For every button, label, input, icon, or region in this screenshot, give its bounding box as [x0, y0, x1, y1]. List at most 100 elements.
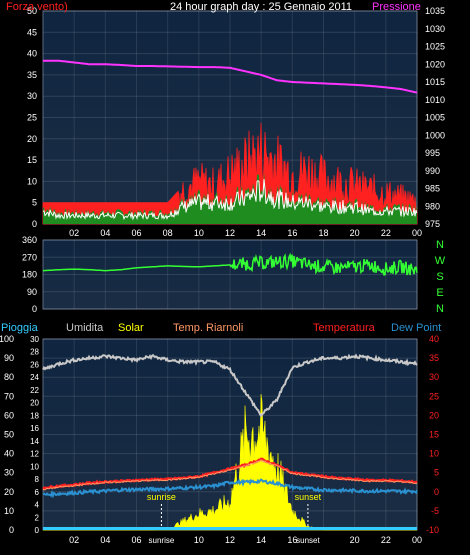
temperature-tick-label: -5	[431, 506, 439, 516]
pressure-tick-label: 1020	[425, 59, 445, 69]
humidity-tick-label: 10	[4, 506, 14, 516]
legend-humidity: Umidita	[66, 322, 104, 334]
humidity-tick-label: 20	[4, 487, 14, 497]
pressure-tick-label: 1015	[425, 77, 445, 87]
wind-tick-label: 25	[27, 113, 37, 123]
time-tick-label: 20	[350, 228, 360, 238]
humidity-tick-label: 30	[4, 468, 14, 478]
rain-tick-label: 12	[30, 450, 39, 459]
legend-dewpoint: Dew Point	[391, 322, 441, 334]
pressure-series	[43, 59, 418, 94]
rain-tick-label: 10	[30, 462, 39, 471]
rain-tick-label: 20	[30, 399, 39, 408]
wind-direction-series	[42, 252, 418, 276]
pressure-tick-label: 1005	[425, 113, 445, 123]
pressure-tick-label: 980	[425, 201, 440, 211]
dewpoint-series	[42, 478, 418, 499]
wind-tick-label: 0	[32, 219, 37, 229]
rain-tick-label: 26	[30, 360, 39, 369]
legend-rain: Pioggia	[1, 322, 39, 334]
pressure-axis-title: Pressione	[372, 1, 421, 13]
rain-tick-label: 30	[30, 335, 39, 344]
time-tick-label: 20	[350, 535, 360, 545]
pressure-tick-label: 1010	[425, 95, 445, 105]
wind-tick-label: 35	[27, 70, 37, 80]
pressure-tick-label: 1030	[425, 24, 445, 34]
rain-tick-label: 8	[35, 475, 40, 484]
humidity-tick-label: 80	[4, 372, 14, 382]
time-tick-label: 10	[194, 535, 204, 545]
legend-heat-index: Temp. Riarnoli	[173, 322, 243, 334]
humidity-series	[42, 353, 418, 418]
wind-tick-label: 50	[27, 6, 37, 16]
page-title: 24 hour graph day : 25 Gennaio 2011	[170, 1, 352, 13]
humidity-tick-label: 70	[4, 391, 14, 401]
compass-letter: S	[436, 271, 443, 283]
direction-tick-label: 360	[22, 235, 37, 245]
time-tick-label: 10	[194, 228, 204, 238]
direction-tick-label: 180	[22, 270, 37, 280]
time-tick-label: 08	[163, 228, 173, 238]
temperature-tick-label: -10	[426, 525, 439, 535]
wind-tick-label: 5	[32, 198, 37, 208]
compass-letter: W	[435, 255, 446, 267]
wind-axis-title: Forza vento)	[6, 1, 68, 13]
wind-tick-label: 40	[27, 49, 37, 59]
time-tick-label: 00	[412, 535, 422, 545]
rain-tick-label: 0	[35, 526, 40, 535]
sunrise-axis-label: sunrise	[149, 536, 175, 545]
pressure-tick-label: 1025	[425, 42, 445, 52]
time-tick-label: 06	[131, 228, 141, 238]
wind-pressure-panel: 0510152025303540455097598098599099510001…	[27, 6, 445, 238]
time-tick-label: 00	[412, 228, 422, 238]
time-tick-label: 02	[69, 535, 79, 545]
sunset-axis-label: sunset	[296, 536, 320, 545]
wind-tick-label: 20	[27, 134, 37, 144]
legend-temperature: Temperatura	[313, 322, 376, 334]
heat-index-series	[42, 459, 418, 491]
humidity-tick-label: 0	[9, 525, 14, 535]
time-tick-label: 12	[225, 535, 235, 545]
wind-tick-label: 15	[27, 155, 37, 165]
pressure-tick-label: 995	[425, 148, 440, 158]
rain-tick-label: 6	[35, 488, 40, 497]
temperature-tick-label: 20	[429, 410, 439, 420]
humidity-tick-label: 40	[4, 449, 14, 459]
time-tick-label: 02	[69, 228, 79, 238]
wind-tick-label: 45	[27, 27, 37, 37]
rain-tick-label: 2	[35, 513, 40, 522]
compass-letter: N	[436, 239, 444, 251]
wind-tick-label: 30	[27, 91, 37, 101]
wind-tick-label: 10	[27, 176, 37, 186]
time-tick-label: 14	[256, 535, 266, 545]
compass-letter: E	[436, 287, 443, 299]
wind-avg-series	[42, 178, 418, 221]
direction-tick-label: 90	[27, 287, 37, 297]
pressure-tick-label: 990	[425, 166, 440, 176]
temperature-tick-label: 0	[434, 487, 439, 497]
time-tick-label: 22	[381, 228, 391, 238]
rain-tick-label: 16	[30, 424, 39, 433]
pressure-tick-label: 985	[425, 184, 440, 194]
time-tick-label: 16	[287, 535, 297, 545]
sunset-label: sunset	[295, 492, 322, 502]
humidity-tick-label: 60	[4, 410, 14, 420]
sunrise-label: sunrise	[147, 492, 176, 502]
temperature-tick-label: 15	[429, 430, 439, 440]
temperature-tick-label: 35	[429, 353, 439, 363]
rain-tick-label: 24	[30, 373, 39, 382]
time-tick-label: 12	[225, 228, 235, 238]
temperature-tick-label: 5	[434, 468, 439, 478]
pressure-tick-label: 975	[425, 219, 440, 229]
time-tick-label: 14	[256, 228, 266, 238]
rain-tick-label: 22	[30, 386, 39, 395]
pressure-tick-label: 1000	[425, 130, 445, 140]
direction-tick-label: 270	[22, 252, 37, 262]
temperature-tick-label: 25	[429, 391, 439, 401]
direction-plot-area	[42, 239, 418, 310]
time-tick-label: 04	[100, 535, 110, 545]
temperature-panel: 0102030405060708090100024681012141618202…	[0, 334, 439, 545]
direction-tick-label: 0	[32, 304, 37, 314]
